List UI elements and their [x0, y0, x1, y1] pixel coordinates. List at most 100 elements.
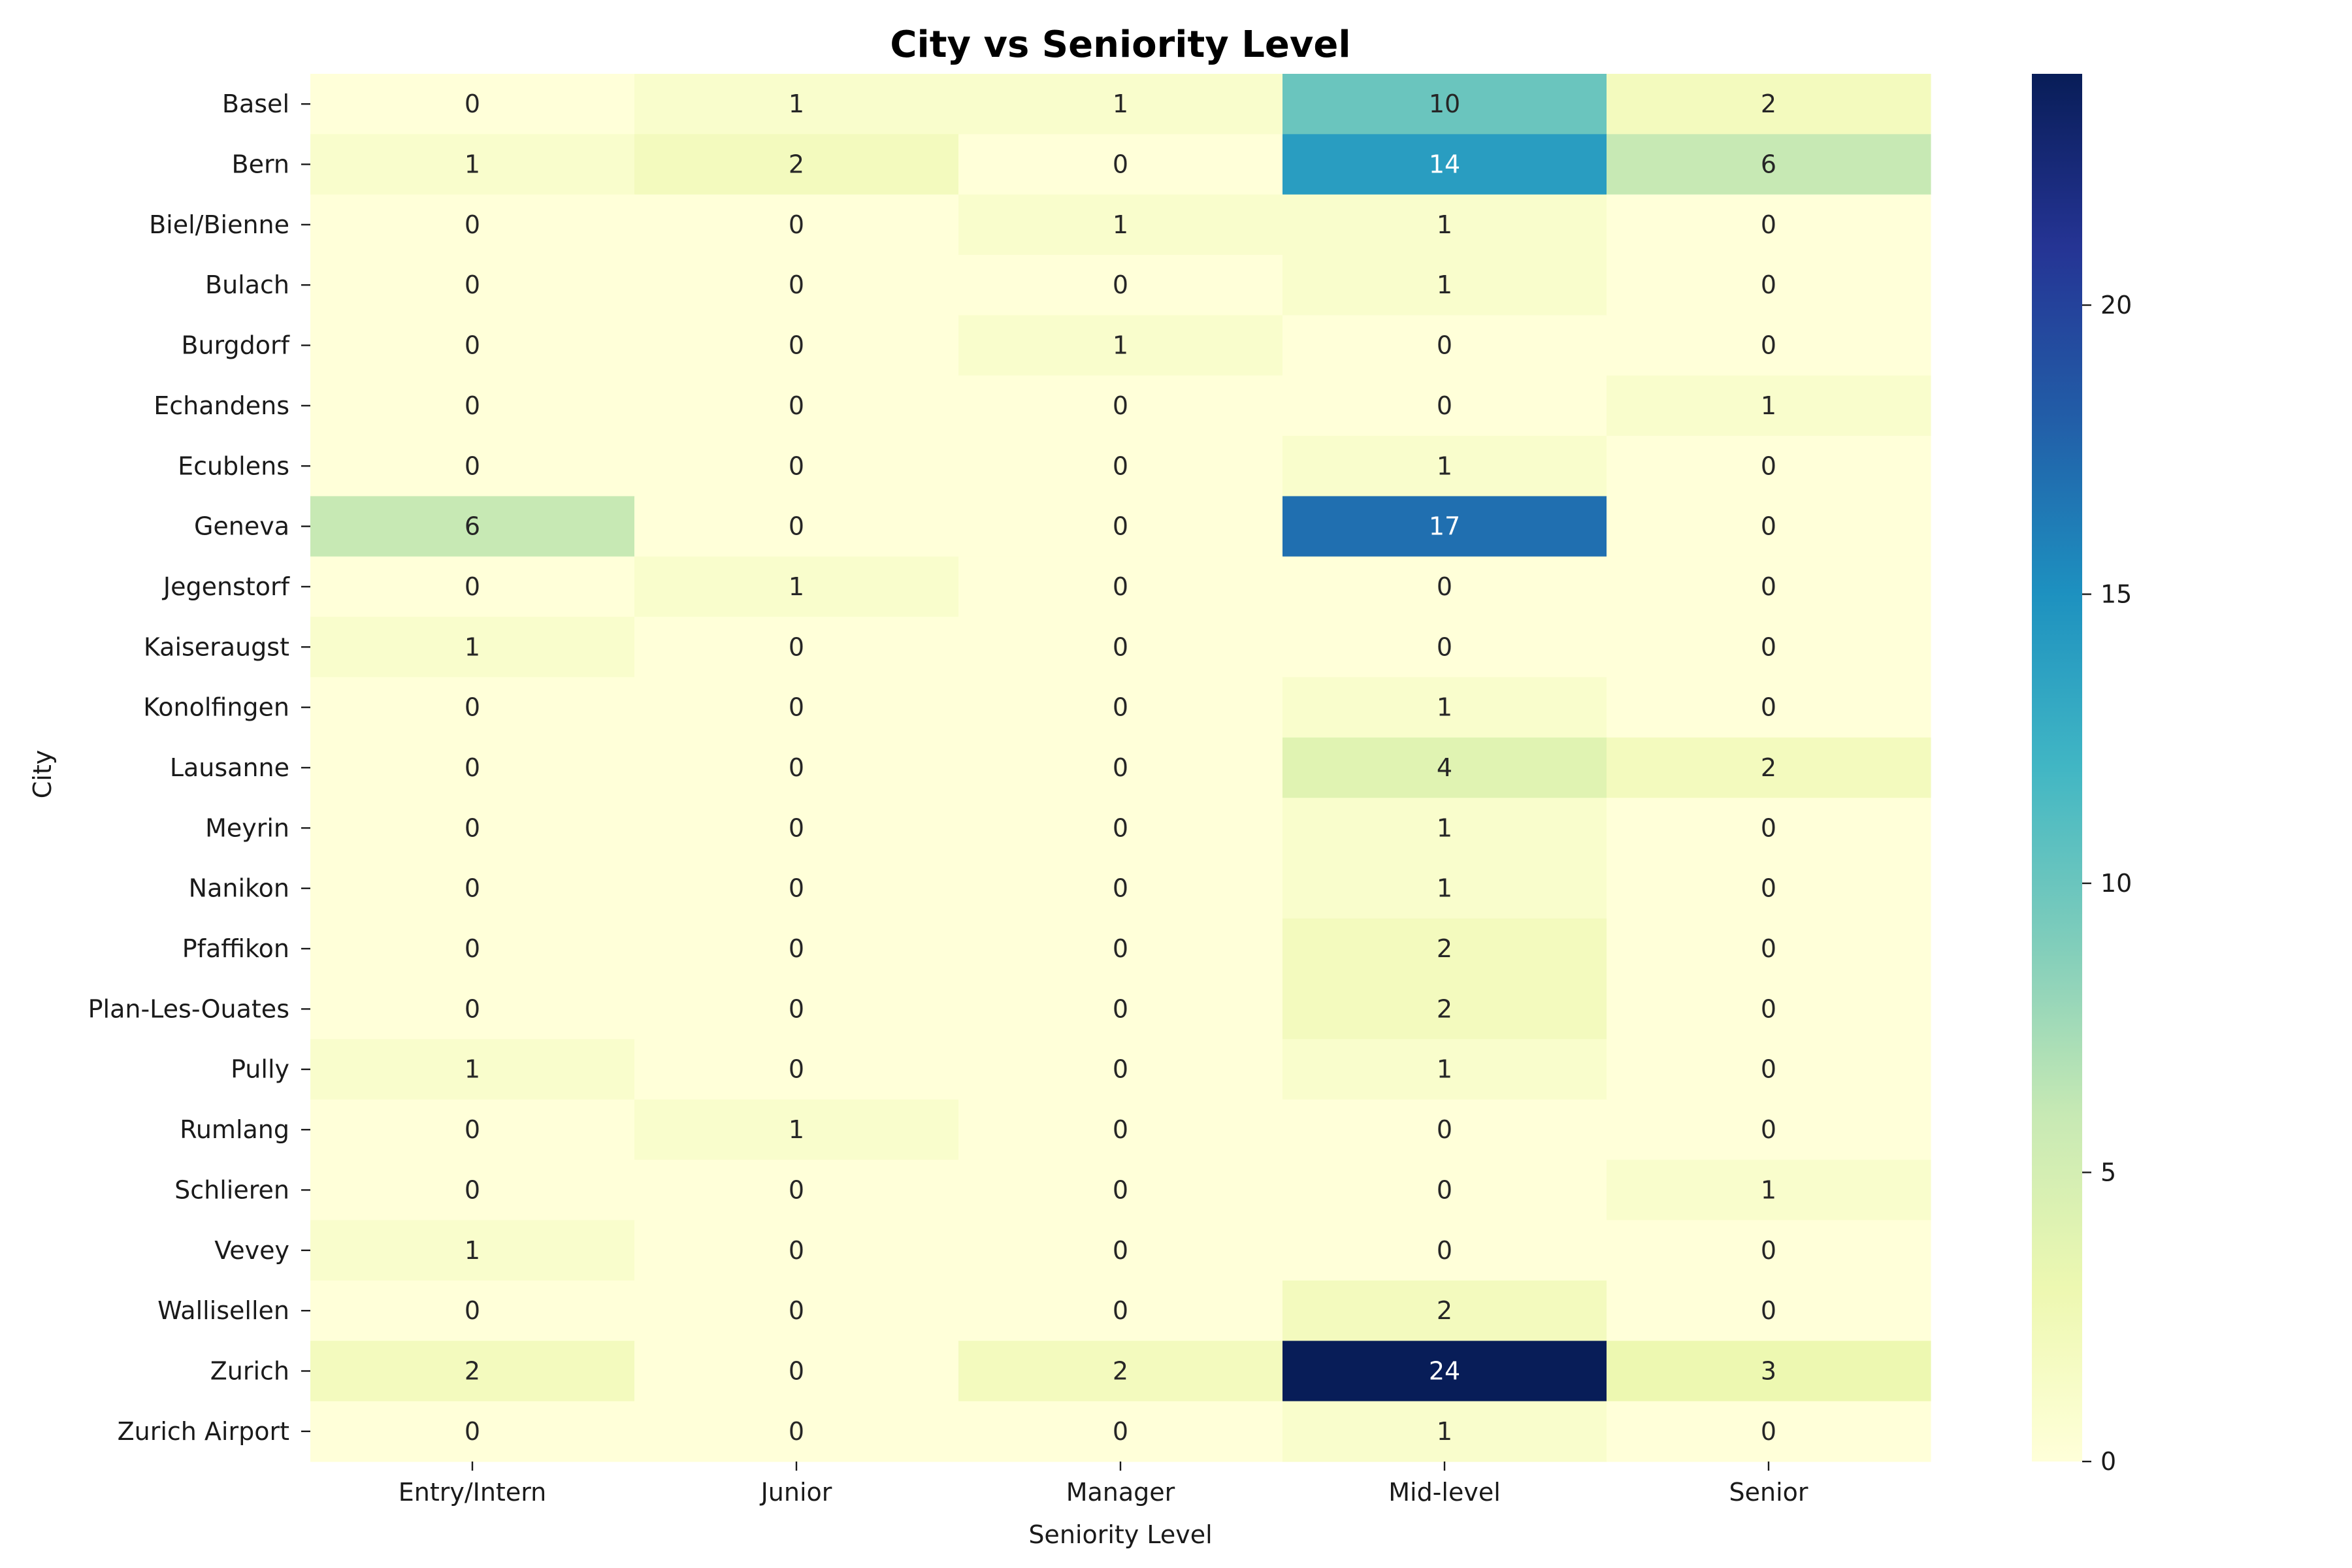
cell-value-label: 0 — [1437, 1236, 1452, 1265]
x-tick-label: Senior — [1729, 1478, 1808, 1507]
cell-value-label: 0 — [1113, 934, 1128, 963]
cell-value-label: 0 — [1113, 572, 1128, 601]
cell-value-label: 2 — [1437, 934, 1452, 963]
heatmap-cell — [958, 798, 1283, 859]
cell-value-label: 0 — [1113, 270, 1128, 299]
heatmap-cell — [1607, 556, 1931, 617]
y-tick-label: Bern — [232, 150, 290, 179]
cell-value-label: 0 — [1437, 572, 1452, 601]
heatmap-cell — [958, 737, 1283, 798]
cell-value-label: 1 — [465, 1055, 480, 1084]
cell-value-label: 0 — [789, 1296, 804, 1325]
cell-value-label: 0 — [1113, 451, 1128, 480]
cell-value-label: 17 — [1429, 512, 1460, 541]
y-tick-label: Ecublens — [178, 451, 289, 480]
y-axis-ticks: Basel Bern Biel/Bienne Bulach Burgdorf Echand… — [88, 90, 310, 1446]
heatmap-cell — [634, 617, 959, 678]
heatmap-cell — [1282, 677, 1607, 738]
heatmap-cell — [310, 677, 635, 738]
cell-value-label: 6 — [465, 512, 480, 541]
heatmap-cell — [310, 1220, 635, 1281]
heatmap-cell — [1607, 436, 1931, 497]
cell-value-label: 0 — [789, 331, 804, 360]
heatmap-cell — [634, 1160, 959, 1221]
y-tick-label: Pfaffikon — [182, 934, 289, 963]
cell-value-label: 0 — [789, 391, 804, 420]
heatmap-cell — [310, 556, 635, 617]
heatmap-cell — [958, 315, 1283, 376]
heatmap-cell — [634, 1280, 959, 1341]
heatmap-cell — [1282, 375, 1607, 436]
y-tick-label: Wallisellen — [157, 1296, 289, 1325]
cell-value-label: 10 — [1429, 90, 1460, 118]
heatmap-cell — [634, 375, 959, 436]
heatmap-cell — [634, 1220, 959, 1281]
cell-value-label: 1 — [1437, 813, 1452, 842]
heatmap-cell — [634, 677, 959, 738]
cell-value-label: 0 — [1113, 1175, 1128, 1204]
heatmap-cell — [958, 1039, 1283, 1100]
cell-value-label: 0 — [1761, 994, 1776, 1023]
y-tick-label: Basel — [222, 90, 289, 118]
cell-value-label: 0 — [789, 270, 804, 299]
cell-value-label: 0 — [1113, 391, 1128, 420]
cell-value-label: 0 — [789, 512, 804, 541]
heatmap-cell — [1607, 798, 1931, 859]
cell-value-label: 0 — [465, 90, 480, 118]
cell-value-label: 0 — [1761, 874, 1776, 903]
heatmap-cell — [634, 315, 959, 376]
cell-value-label: 1 — [465, 1236, 480, 1265]
cell-value-label: 0 — [1761, 632, 1776, 661]
cell-value-label: 0 — [1437, 1115, 1452, 1144]
y-axis-title: City — [28, 750, 57, 798]
y-tick-label: Bulach — [205, 270, 289, 299]
y-tick-label: Biel/Bienne — [149, 210, 289, 239]
heatmap-cell — [1607, 375, 1931, 436]
x-tick-label: Mid-level — [1388, 1478, 1501, 1507]
cell-value-label: 0 — [1761, 512, 1776, 541]
heatmap-cell — [1607, 255, 1931, 316]
cell-value-label: 0 — [465, 210, 480, 239]
heatmap-cell — [634, 979, 959, 1040]
cell-value-label: 0 — [1761, 1296, 1776, 1325]
cell-value-label: 0 — [465, 934, 480, 963]
heatmap-cell — [958, 255, 1283, 316]
cell-value-label: 0 — [465, 331, 480, 360]
y-tick-label: Echandens — [154, 391, 289, 420]
cell-value-label: 0 — [1761, 331, 1776, 360]
heatmap-cell — [1607, 74, 1931, 135]
heatmap-cell — [958, 617, 1283, 678]
heatmap-cell — [634, 737, 959, 798]
heatmap-cell — [310, 617, 635, 678]
colorbar: 0 5 10 15 20 — [2032, 74, 2132, 1476]
heatmap-cell — [1282, 255, 1607, 316]
cell-value-label: 2 — [1761, 90, 1776, 118]
cell-value-label: 0 — [1437, 331, 1452, 360]
cell-value-label: 0 — [789, 210, 804, 239]
heatmap-cell — [310, 74, 635, 135]
cell-value-label: 0 — [1437, 632, 1452, 661]
heatmap-cell — [1607, 858, 1931, 919]
cell-value-label: 0 — [1113, 874, 1128, 903]
colorbar-tick-label: 20 — [2100, 291, 2132, 319]
y-tick-label: Pully — [231, 1055, 289, 1084]
heatmap-cell — [1282, 315, 1607, 376]
colorbar-tick-label: 5 — [2100, 1158, 2116, 1187]
cell-value-label: 1 — [1761, 391, 1776, 420]
heatmap-cell — [310, 1039, 635, 1100]
heatmap-cell — [1607, 1099, 1931, 1160]
heatmap-cell — [1607, 134, 1931, 195]
heatmap-cell — [1282, 1160, 1607, 1221]
heatmap-cell — [310, 918, 635, 979]
cell-value-label: 0 — [1761, 451, 1776, 480]
heatmap-cell — [310, 315, 635, 376]
heatmap-cell — [1607, 979, 1931, 1040]
x-tick-label: Entry/Intern — [399, 1478, 547, 1507]
heatmap-cell — [958, 858, 1283, 919]
heatmap-cell — [1282, 1401, 1607, 1462]
heatmap-cell — [310, 798, 635, 859]
heatmap-cell — [1607, 1039, 1931, 1100]
cell-value-label: 0 — [1761, 572, 1776, 601]
heatmap-cell — [1607, 1280, 1931, 1341]
